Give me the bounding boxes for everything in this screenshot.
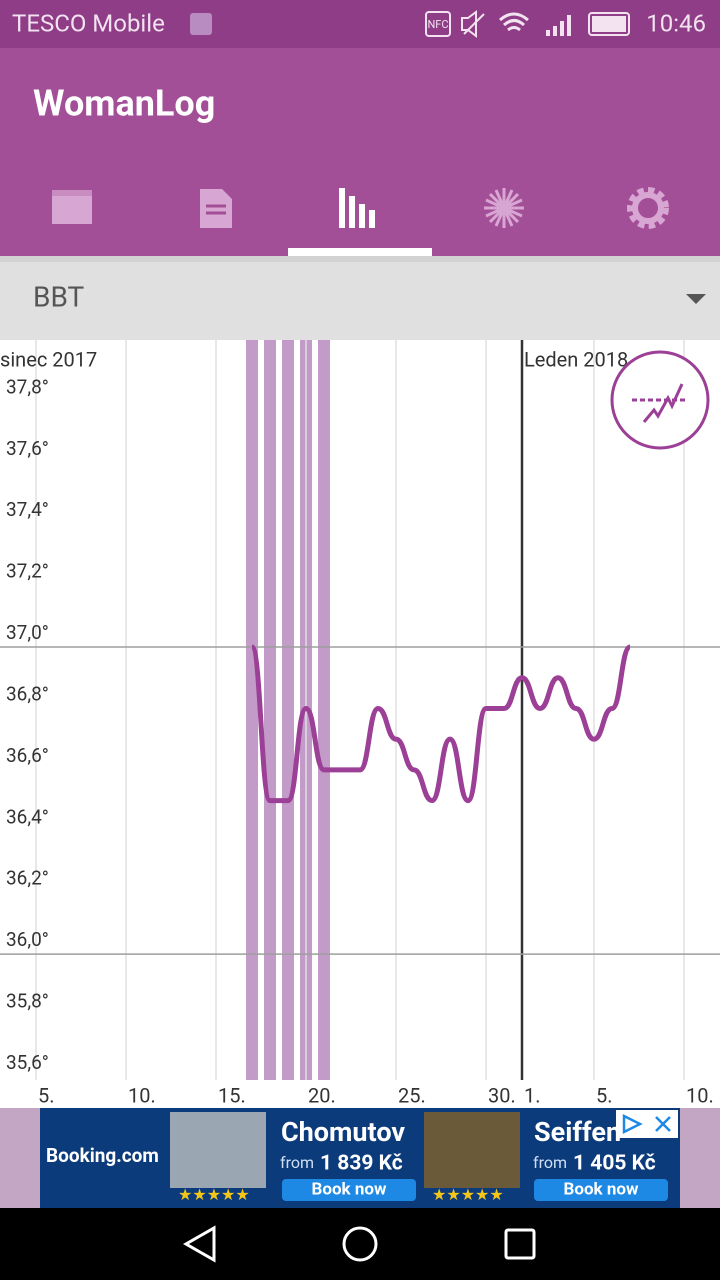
tab-calendar[interactable] bbox=[52, 190, 92, 224]
wifi-icon bbox=[499, 12, 529, 32]
y-tick-label: 37,0° bbox=[6, 621, 49, 644]
store-icon bbox=[190, 13, 212, 35]
mute-icon bbox=[461, 10, 485, 38]
tab-settings[interactable] bbox=[627, 187, 669, 229]
tab-indicator bbox=[288, 248, 432, 256]
month-label: sinec 2017 bbox=[0, 347, 97, 371]
carrier: TESCO Mobile bbox=[12, 9, 165, 37]
calendar-top bbox=[52, 190, 92, 196]
tab-symptoms[interactable] bbox=[484, 188, 524, 228]
x-tick-label: 10. bbox=[128, 1083, 156, 1107]
y-tick-label: 35,6° bbox=[6, 1051, 49, 1074]
period-bar bbox=[318, 340, 330, 1080]
ad-city: Chomutov bbox=[281, 1116, 405, 1148]
ad-button[interactable] bbox=[534, 1179, 668, 1201]
nfc-icon bbox=[425, 11, 451, 37]
ad-close-icon bbox=[655, 1116, 671, 1132]
ad-button-label: Book now bbox=[312, 1179, 387, 1199]
dropdown-label: BBT bbox=[33, 280, 85, 313]
notes-lines bbox=[206, 204, 226, 215]
nfc-text: NFC bbox=[427, 18, 448, 31]
shadow bbox=[0, 256, 720, 262]
x-tick-label: 5. bbox=[596, 1083, 613, 1107]
app-title: WomanLog bbox=[33, 83, 215, 125]
x-tick-label: 30. bbox=[488, 1083, 516, 1107]
y-tick-label: 36,4° bbox=[6, 805, 49, 828]
ad-brand: Booking.com bbox=[46, 1144, 159, 1167]
y-tick-label: 35,8° bbox=[6, 990, 49, 1013]
y-tick-label: 36,8° bbox=[6, 682, 49, 705]
x-tick-label: 20. bbox=[308, 1083, 336, 1107]
ad-button[interactable] bbox=[282, 1179, 416, 1201]
signal-icon bbox=[546, 15, 571, 36]
ad-from: from bbox=[533, 1153, 567, 1172]
tab-charts[interactable] bbox=[339, 188, 375, 228]
y-tick-label: 36,6° bbox=[6, 744, 49, 767]
symptoms-icon bbox=[484, 188, 524, 228]
hotel-photo bbox=[170, 1112, 266, 1188]
stars: ★★★★★ bbox=[432, 1185, 504, 1204]
nav-bar bbox=[0, 1208, 720, 1280]
ad-city: Seiffen bbox=[534, 1116, 621, 1148]
y-tick-label: 37,2° bbox=[6, 560, 49, 583]
settings-ring bbox=[632, 192, 664, 224]
nav-home[interactable] bbox=[342, 1226, 378, 1262]
y-tick-label: 37,8° bbox=[6, 375, 49, 398]
mode-zigzag bbox=[642, 383, 684, 423]
period-bar bbox=[246, 340, 258, 1080]
stars: ★★★★★ bbox=[178, 1185, 250, 1204]
settings-gear bbox=[627, 187, 669, 229]
x-tick-label: 25. bbox=[398, 1083, 426, 1107]
ad-price: 1 839 Kč bbox=[320, 1152, 403, 1176]
chart: 5. 10. 15. 20. 25. 30. 1. 5. 10. sinec 2017 Leden … bbox=[0, 340, 720, 1107]
ad-choices[interactable] bbox=[616, 1110, 678, 1138]
ad-from: from bbox=[280, 1153, 314, 1172]
clock: 10:46 bbox=[646, 9, 706, 37]
chart-mode-button[interactable] bbox=[610, 350, 710, 450]
tab-notes[interactable] bbox=[200, 189, 232, 228]
chart-area bbox=[0, 340, 720, 1108]
notes-icon bbox=[200, 189, 232, 228]
chart-icon bbox=[339, 188, 375, 228]
y-tick-label: 37,4° bbox=[6, 498, 49, 521]
y-tick-label: 36,0° bbox=[6, 928, 49, 951]
nav-recent[interactable] bbox=[504, 1228, 536, 1260]
battery-level bbox=[592, 16, 626, 32]
temperature-line bbox=[249, 644, 633, 804]
ad-info-icon bbox=[622, 1113, 643, 1135]
y-tick-label: 36,2° bbox=[6, 867, 49, 890]
dropdown[interactable] bbox=[0, 256, 720, 340]
nav-back[interactable] bbox=[182, 1225, 216, 1263]
period-bar bbox=[264, 340, 276, 1080]
ad-price: 1 405 Kč bbox=[573, 1152, 656, 1176]
x-tick-label: 5. bbox=[38, 1083, 55, 1107]
dropdown-arrow bbox=[686, 294, 706, 304]
x-tick-label: 15. bbox=[218, 1083, 246, 1107]
hotel-photo bbox=[424, 1112, 520, 1188]
ad-button-label: Book now bbox=[564, 1179, 639, 1199]
x-tick-label: 1. bbox=[524, 1083, 541, 1107]
x-tick-label: 10. bbox=[686, 1083, 714, 1107]
month-label: Leden 2018 bbox=[524, 347, 628, 371]
battery-icon bbox=[588, 12, 630, 36]
y-tick-label: 37,6° bbox=[6, 437, 49, 460]
calendar-icon bbox=[52, 190, 92, 224]
period-bar bbox=[282, 340, 294, 1080]
